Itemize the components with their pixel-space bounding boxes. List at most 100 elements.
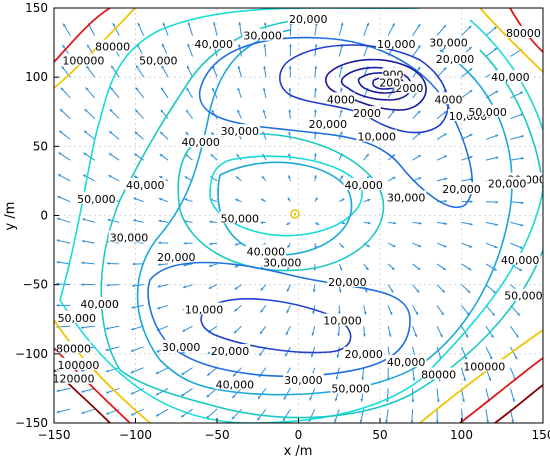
- contour-label: 80000: [95, 41, 130, 54]
- contour-label: 200: [379, 77, 400, 90]
- vector-arrow-head: [361, 377, 364, 380]
- vector-arrow-head: [314, 110, 317, 113]
- contour-label: 30,000: [263, 257, 302, 270]
- contour-label: 40,000: [501, 254, 540, 267]
- vector-arrow-head: [363, 334, 366, 337]
- contour-label: 30,000: [110, 232, 149, 245]
- contour-label: 4000: [327, 93, 355, 106]
- contour-label: 20,000: [488, 178, 527, 191]
- contour-label: 10,000: [323, 315, 362, 328]
- contour-label: 100000: [57, 359, 99, 372]
- contour-label: 80000: [56, 342, 91, 355]
- contour-label: 40,000: [181, 136, 220, 149]
- y-axis-ticks: 150 100 50 0 −50 −100 −150: [15, 1, 59, 430]
- vector-arrow-head: [56, 304, 59, 307]
- contour-label: 50,000: [221, 212, 260, 225]
- contour-label: 50,000: [58, 312, 97, 325]
- y-tick-label: 150: [25, 1, 48, 15]
- x-tick-label: 50: [372, 428, 387, 442]
- contour-label: 80000: [421, 369, 456, 382]
- x-tick-label: 100: [450, 428, 473, 442]
- contour-label: 10,000: [377, 38, 416, 51]
- y-tick-label: 100: [25, 70, 48, 84]
- contour-labels: 20,00010,000400020009002004000200020,000…: [53, 12, 547, 395]
- contour-label: 120000: [53, 373, 95, 386]
- contour-label: 40,000: [80, 298, 119, 311]
- contour-label: 4000: [434, 93, 462, 106]
- contour-label: 20,000: [289, 13, 328, 26]
- contour-label: 30,000: [221, 125, 260, 138]
- contour-label: 80000: [506, 27, 541, 40]
- vector-arrow-head: [289, 44, 292, 47]
- y-tick-label: 0: [40, 209, 48, 223]
- vector-arrow-head: [289, 66, 292, 69]
- x-tick-label: 0: [295, 428, 303, 442]
- contour-label: 40,000: [216, 378, 255, 391]
- vector-arrow-head: [288, 110, 291, 113]
- contour-label: 20,000: [157, 251, 196, 264]
- contour-label: 50,000: [77, 193, 116, 206]
- vector-arrow-head: [337, 333, 340, 336]
- contour-40000-main: [101, 20, 543, 418]
- vector-arrow-head: [263, 44, 266, 47]
- y-axis-label: y /m: [3, 202, 18, 231]
- vector-arrow-head: [288, 88, 291, 91]
- vector-arrow-head: [314, 66, 317, 69]
- vector-arrow-head: [496, 201, 499, 204]
- y-tick-label: −150: [15, 416, 48, 430]
- contour-label: 30,000: [429, 37, 468, 50]
- contour-label: 30,000: [284, 374, 323, 387]
- contour-30000-inner: [218, 162, 351, 255]
- contour-label: 40,000: [344, 179, 383, 192]
- contour-label: 20,000: [328, 276, 367, 289]
- y-tick-label: −50: [23, 278, 48, 292]
- x-tick-label: −150: [38, 428, 71, 442]
- contour-80000-tr: [480, 8, 543, 72]
- contour-label: 10,000: [357, 131, 396, 144]
- y-tick-label: −100: [15, 347, 48, 361]
- vector-arrow-head: [107, 262, 110, 265]
- contour-label: 30,000: [387, 192, 426, 205]
- x-axis-label: x /m: [284, 444, 313, 459]
- contour-label: 20,000: [344, 348, 383, 361]
- contour-label: 30,000: [162, 341, 201, 354]
- x-tick-label: 150: [532, 428, 550, 442]
- vector-arrow-head: [158, 241, 161, 244]
- contour-label: 100000: [463, 360, 505, 373]
- vector-arrow-head: [264, 22, 267, 25]
- vector-arrow-head: [314, 88, 317, 91]
- contour-label: 2000: [353, 107, 381, 120]
- contour-label: 40,000: [194, 38, 233, 51]
- contour-label: 40,000: [491, 71, 530, 84]
- contour-label: 30,000: [243, 30, 282, 43]
- vector-field: [56, 22, 524, 423]
- contour-label: 100000: [62, 55, 104, 68]
- vector-arrow-head: [81, 283, 84, 286]
- vector-arrow-head: [260, 221, 263, 224]
- contour-label: 50,000: [468, 106, 507, 119]
- source-marker: [291, 210, 299, 218]
- vector-arrow-head: [437, 400, 440, 403]
- vector-arrow-head: [132, 263, 135, 266]
- vector-arrow-head: [444, 200, 447, 203]
- contour-label: 20,000: [211, 345, 250, 358]
- contour-label: 40,000: [387, 356, 426, 369]
- contour-label: 50,000: [504, 290, 543, 303]
- contour-label: 50,000: [139, 55, 178, 68]
- contour-label: 40,000: [126, 179, 165, 192]
- vector-arrow-head: [209, 220, 212, 223]
- x-tick-label: −100: [119, 428, 152, 442]
- vector-arrow-head: [411, 400, 414, 403]
- contour-label: 20,000: [436, 53, 475, 66]
- contour-label: 50,000: [331, 382, 370, 395]
- contour-label: 20,000: [309, 118, 348, 131]
- vector-arrow-head: [470, 200, 473, 203]
- x-tick-label: −50: [204, 428, 229, 442]
- y-tick-label: 50: [33, 139, 48, 153]
- contour-label: 20,000: [442, 183, 481, 196]
- vector-arrow-head: [184, 242, 187, 245]
- vector-arrow-head: [107, 284, 110, 287]
- vector-arrow-head: [521, 201, 524, 204]
